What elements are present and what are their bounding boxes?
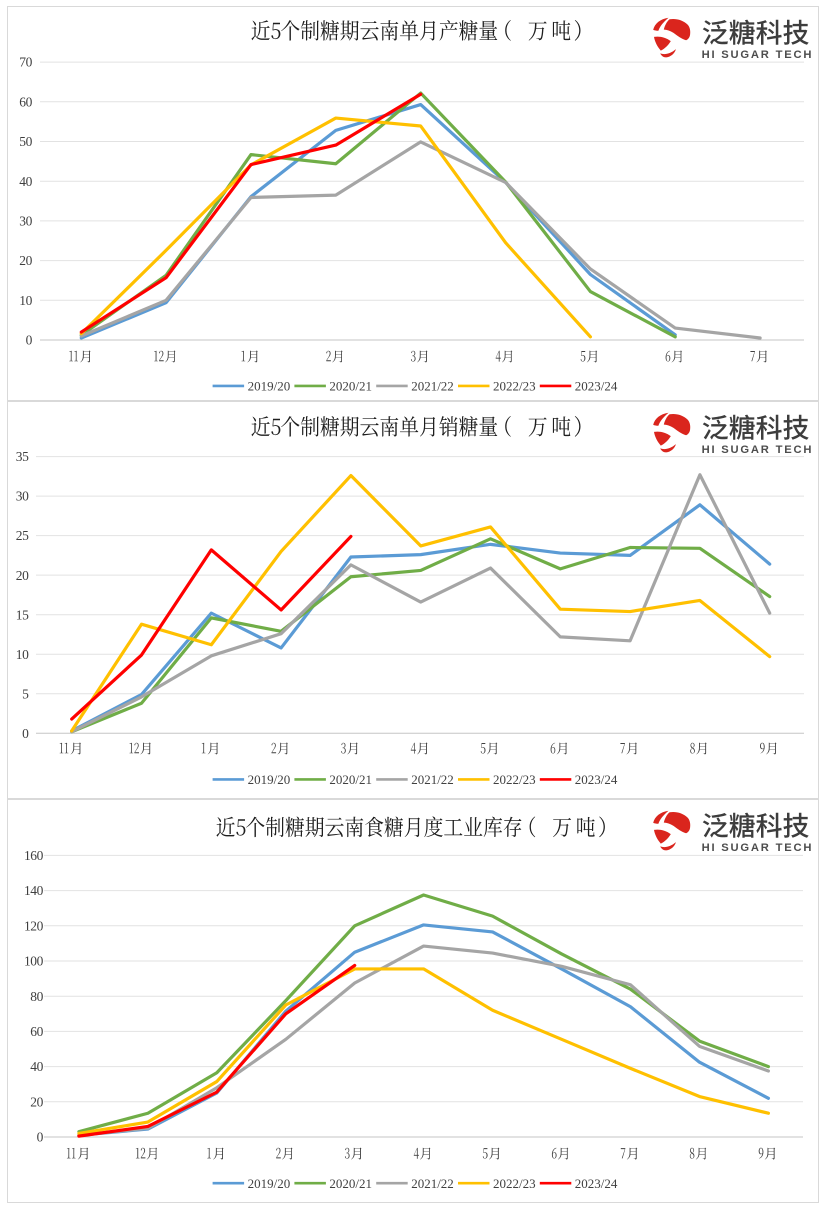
- svg-text:20: 20: [19, 253, 32, 268]
- svg-text:40: 40: [19, 174, 32, 189]
- svg-text:50: 50: [19, 134, 32, 149]
- svg-text:2022/23: 2022/23: [493, 379, 536, 394]
- svg-text:2023/24: 2023/24: [575, 772, 618, 787]
- svg-text:10: 10: [16, 647, 29, 662]
- svg-text:0: 0: [22, 726, 29, 741]
- svg-text:2023/24: 2023/24: [575, 1176, 618, 1191]
- svg-text:100: 100: [24, 954, 44, 969]
- svg-text:0: 0: [26, 333, 33, 348]
- svg-text:5: 5: [22, 686, 29, 701]
- svg-text:2022/23: 2022/23: [493, 1176, 536, 1191]
- svg-text:30: 30: [19, 214, 32, 229]
- svg-text:2020/21: 2020/21: [329, 379, 372, 394]
- svg-text:120: 120: [24, 918, 44, 933]
- svg-text:80: 80: [30, 989, 43, 1004]
- svg-text:2023/24: 2023/24: [575, 379, 618, 394]
- svg-text:HI SUGAR TECH: HI SUGAR TECH: [702, 49, 814, 61]
- svg-text:15: 15: [16, 607, 29, 622]
- svg-text:25: 25: [16, 528, 29, 543]
- svg-text:2020/21: 2020/21: [329, 1176, 372, 1191]
- svg-text:2020/21: 2020/21: [329, 772, 372, 787]
- svg-text:2021/22: 2021/22: [411, 1176, 454, 1191]
- svg-text:60: 60: [30, 1024, 43, 1039]
- svg-text:160: 160: [24, 848, 44, 863]
- svg-text:0: 0: [37, 1130, 44, 1145]
- svg-text:20: 20: [30, 1094, 43, 1109]
- svg-text:140: 140: [24, 883, 44, 898]
- svg-text:2019/20: 2019/20: [248, 1176, 291, 1191]
- svg-text:30: 30: [16, 489, 29, 504]
- svg-text:35: 35: [16, 449, 29, 464]
- svg-text:2022/23: 2022/23: [493, 772, 536, 787]
- svg-text:2019/20: 2019/20: [248, 772, 291, 787]
- svg-text:2021/22: 2021/22: [411, 379, 454, 394]
- svg-text:40: 40: [30, 1059, 43, 1074]
- svg-text:60: 60: [19, 94, 32, 109]
- svg-text:10: 10: [19, 293, 32, 308]
- svg-text:20: 20: [16, 568, 29, 583]
- svg-text:HI SUGAR TECH: HI SUGAR TECH: [702, 842, 814, 854]
- svg-text:70: 70: [19, 55, 32, 70]
- svg-text:HI SUGAR TECH: HI SUGAR TECH: [702, 444, 814, 456]
- svg-text:2021/22: 2021/22: [411, 772, 454, 787]
- svg-text:2019/20: 2019/20: [248, 379, 291, 394]
